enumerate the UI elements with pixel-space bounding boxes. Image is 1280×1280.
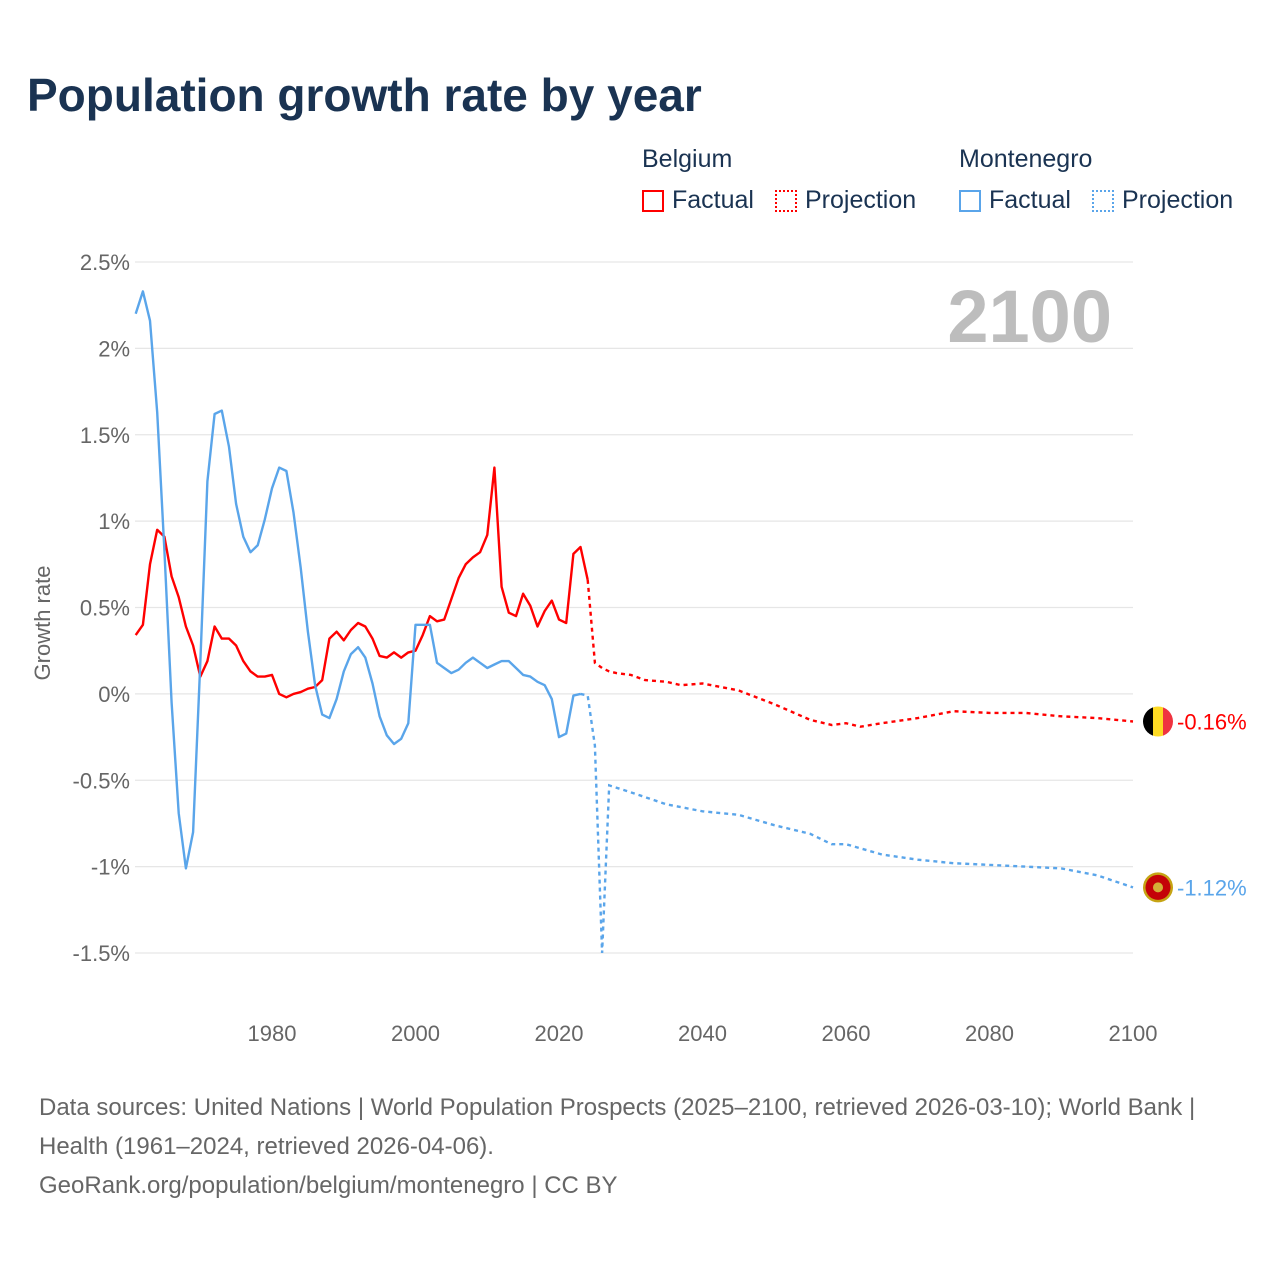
montenegro-end-label: -1.12% — [1177, 875, 1247, 900]
legend-label: Factual — [989, 186, 1071, 214]
belgium-end-label: -0.16% — [1177, 710, 1247, 735]
y-tick-label: -1.5% — [73, 941, 130, 966]
x-tick-label: 2060 — [822, 1021, 871, 1046]
x-tick-label: 2080 — [965, 1021, 1014, 1046]
legend-montenegro-projection[interactable]: Projection — [1092, 186, 1233, 215]
legend-group-montenegro: Montenegro — [959, 145, 1093, 173]
x-tick-label: 2000 — [391, 1021, 440, 1046]
y-tick-label: -0.5% — [73, 768, 130, 793]
y-tick-label: -1% — [91, 855, 130, 880]
y-tick-label: 0% — [98, 682, 130, 707]
legend-montenegro-factual[interactable]: Factual — [959, 186, 1071, 215]
dotted-line-swatch-icon — [1092, 189, 1114, 212]
y-tick-label: 1.5% — [80, 423, 130, 448]
x-tick-label: 1980 — [248, 1021, 297, 1046]
flag-stripe — [1153, 706, 1163, 737]
source-link[interactable]: GeoRank.org/population/belgium/montenegr… — [39, 1172, 618, 1199]
y-tick-label: 2.5% — [80, 250, 130, 275]
legend-label: Factual — [672, 186, 754, 214]
x-tick-label: 2020 — [535, 1021, 584, 1046]
footer: Data sources: United Nations | World Pop… — [39, 1088, 1239, 1205]
legend-belgium-factual[interactable]: Factual — [642, 186, 754, 215]
montenegro-factual-line — [134, 290, 581, 870]
flag-stripe — [1163, 706, 1173, 737]
montenegro-flag-icon — [1143, 872, 1173, 903]
year-overlay: 2100 — [947, 275, 1112, 358]
legend-label: Projection — [805, 186, 917, 214]
y-tick-label: 0.5% — [80, 596, 130, 621]
dotted-line-swatch-icon — [775, 189, 797, 212]
x-tick-label: 2040 — [678, 1021, 727, 1046]
legend-label: Projection — [1122, 186, 1234, 214]
solid-line-swatch-icon — [642, 189, 664, 212]
line-chart: 2.5% 2% 1.5% 1% 0.5% 0% -0.5% -1% -1.5% 1980 2000 2… — [30, 250, 1247, 1046]
solid-line-swatch-icon — [959, 189, 981, 212]
montenegro-projection-line — [580, 692, 1134, 954]
flag-stripe — [1143, 706, 1153, 737]
x-tick-label: 2100 — [1109, 1021, 1158, 1046]
belgium-projection-line — [586, 579, 1134, 728]
belgium-factual-line — [134, 466, 589, 699]
chart-title: Population growth rate by year — [27, 69, 702, 121]
belgium-flag-icon — [1143, 706, 1173, 737]
data-sources: Data sources: United Nations | World Pop… — [39, 1094, 1196, 1160]
legend-group-belgium: Belgium — [642, 145, 733, 173]
y-axis-label: Growth rate — [30, 566, 55, 681]
legend-belgium-projection[interactable]: Projection — [775, 186, 916, 215]
y-tick-label: 2% — [98, 336, 130, 361]
flag-emblem — [1153, 882, 1163, 893]
y-tick-label: 1% — [98, 509, 130, 534]
